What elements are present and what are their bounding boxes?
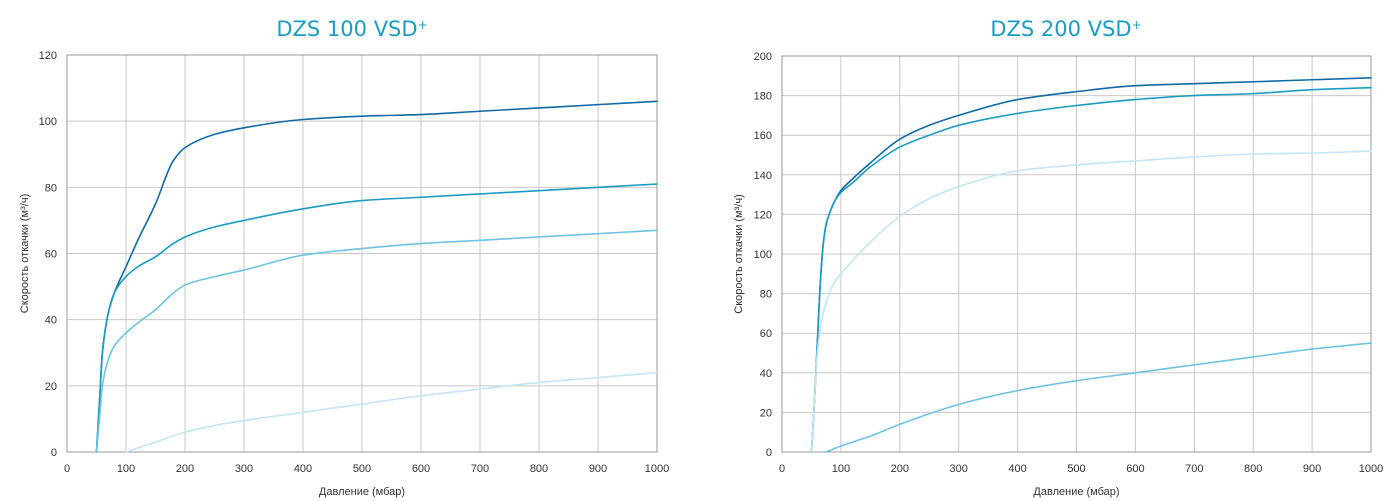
y-tick-label: 0	[766, 447, 772, 459]
series-line-1	[810, 76, 1372, 453]
y-tick-label: 100	[39, 116, 57, 128]
y-tick-label: 0	[51, 447, 57, 459]
chart-title: DZS 100 VSD+	[276, 17, 427, 41]
y-axis-label: Скорость откачки (м³/ч)	[733, 194, 745, 314]
series-line-4	[825, 342, 1372, 453]
y-tick-label: 60	[45, 249, 57, 261]
x-tick-label: 800	[1244, 463, 1262, 475]
x-tick-label: 500	[353, 463, 371, 475]
y-tick-label: 60	[760, 328, 772, 340]
chart-title-text: DZS 200 VSD	[990, 17, 1131, 41]
x-tick-label: 1000	[1359, 463, 1383, 475]
y-tick-label: 120	[39, 50, 57, 62]
series-line-1	[95, 100, 658, 453]
plot-frame	[781, 55, 1372, 453]
y-tick-label: 80	[760, 289, 772, 301]
x-tick-label: 500	[1067, 463, 1085, 475]
series-line-4	[125, 371, 658, 453]
x-tick-label: 900	[589, 463, 607, 475]
x-tick-label: 700	[1185, 463, 1203, 475]
x-tick-label: 900	[1303, 463, 1321, 475]
x-tick-label: 700	[471, 463, 489, 475]
x-tick-label: 1000	[645, 463, 669, 475]
chart-2: DZS 200 VSD+0 100 200 300 400 500 600 700 800 900…	[733, 17, 1383, 498]
x-tick-label: 400	[294, 463, 312, 475]
y-tick-label: 200	[754, 51, 772, 63]
y-tick-label: 40	[760, 368, 772, 380]
x-tick-label: 200	[176, 463, 194, 475]
x-tick-label: 100	[832, 463, 850, 475]
y-tick-label: 20	[45, 381, 57, 393]
y-tick-label: 160	[754, 130, 772, 142]
y-tick-label: 120	[754, 209, 772, 221]
chart-title-superscript: +	[1132, 18, 1142, 32]
x-axis-label: Давление (мбар)	[319, 486, 405, 498]
chart-title: DZS 200 VSD+	[990, 17, 1141, 41]
y-tick-label: 100	[754, 249, 772, 261]
x-tick-label: 600	[1126, 463, 1144, 475]
x-tick-label: 0	[779, 463, 785, 475]
x-tick-label: 800	[530, 463, 548, 475]
series-line-3	[95, 229, 658, 453]
y-tick-label: 140	[754, 170, 772, 182]
series-line-3	[810, 150, 1372, 453]
chart-1: DZS 100 VSD+0 100 200 300 400 500 600 700 800 900…	[19, 17, 669, 498]
chart-title-superscript: +	[418, 18, 428, 32]
x-tick-label: 0	[64, 463, 70, 475]
x-tick-label: 200	[891, 463, 909, 475]
plot-frame	[66, 54, 658, 453]
y-tick-label: 20	[760, 407, 772, 419]
x-tick-label: 100	[117, 463, 135, 475]
x-tick-label: 400	[1008, 463, 1026, 475]
chart-title-text: DZS 100 VSD	[276, 17, 417, 41]
x-tick-label: 300	[235, 463, 253, 475]
series-line-2	[810, 86, 1372, 453]
x-axis-label: Давление (мбар)	[1033, 486, 1119, 498]
x-tick-label: 300	[950, 463, 968, 475]
y-tick-label: 40	[45, 315, 57, 327]
series-line-2	[95, 183, 658, 453]
x-tick-label: 600	[412, 463, 430, 475]
y-axis-label: Скорость откачки (м³/ч)	[19, 194, 31, 314]
y-tick-label: 180	[754, 91, 772, 103]
y-tick-label: 80	[45, 182, 57, 194]
